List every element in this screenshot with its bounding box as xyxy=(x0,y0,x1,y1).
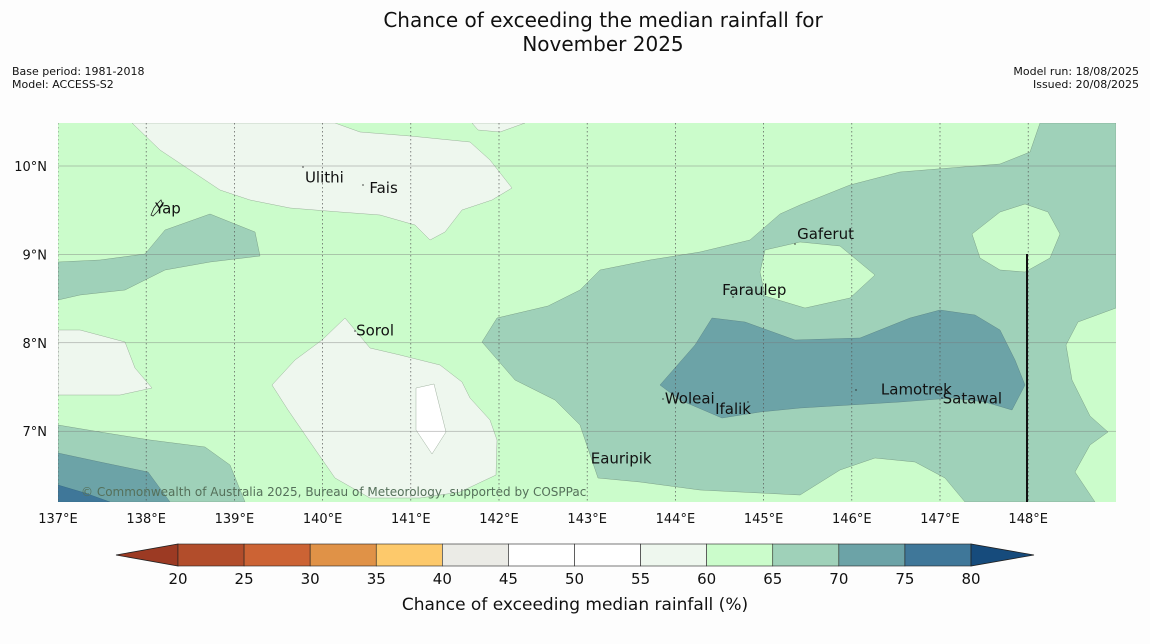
colorbar-tick-label: 30 xyxy=(301,570,320,588)
islands xyxy=(150,166,943,457)
contour-70-75-central xyxy=(659,309,1026,419)
longitude-label: 140°E xyxy=(303,512,343,527)
colorbar-segment xyxy=(706,543,774,567)
meta-right: Model run: 18/08/2025 Issued: 20/08/2025 xyxy=(1013,65,1139,91)
map-title: Chance of exceeding the median rainfall … xyxy=(0,8,1150,56)
title-line-2: November 2025 xyxy=(522,32,684,56)
model-text: Model: ACCESS-S2 xyxy=(12,78,114,91)
place-label: Gaferut xyxy=(797,225,854,243)
colorbar-low-extension xyxy=(115,543,179,567)
longitude-label: 145°E xyxy=(744,512,784,527)
contour-55-60-north xyxy=(131,123,513,241)
longitude-label: 144°E xyxy=(656,512,696,527)
latitude-label: 9°N xyxy=(23,248,48,263)
meta-left: Base period: 1981-2018 Model: ACCESS-S2 xyxy=(12,65,144,91)
graticule xyxy=(58,123,1116,502)
place-label: Ifalik xyxy=(715,400,751,418)
latitude-labels: 10°N 9°N 8°N 7°N xyxy=(14,160,47,440)
longitude-labels: 137°E 138°E 139°E 140°E 141°E 142°E 143°E 144°E… xyxy=(38,512,1048,527)
colorbar-tick-label: 50 xyxy=(565,570,584,588)
colorbar-segment xyxy=(640,543,707,567)
model-run-text: Model run: 18/08/2025 xyxy=(1013,65,1139,78)
contour-75-80-southwest xyxy=(58,484,111,502)
colorbar-segment xyxy=(574,543,641,567)
place-label: Yap xyxy=(154,199,181,217)
colorbar-segment xyxy=(772,543,840,567)
colorbar-segment xyxy=(838,543,906,567)
contour-70-75-southwest xyxy=(58,452,171,502)
place-label: Fais xyxy=(369,179,398,197)
contour-55-60-west xyxy=(58,329,153,396)
contour-60-65-gaferut xyxy=(759,241,876,309)
colorbar-tick-label: 45 xyxy=(499,570,518,588)
latitude-label: 7°N xyxy=(23,425,48,440)
place-label: Satawal xyxy=(943,389,1002,407)
longitude-label: 143°E xyxy=(567,512,607,527)
colorbar xyxy=(115,543,1035,567)
issued-text: Issued: 20/08/2025 xyxy=(1032,78,1139,91)
longitude-label: 146°E xyxy=(832,512,872,527)
longitude-label: 138°E xyxy=(126,512,166,527)
base-period-text: Base period: 1981-2018 xyxy=(12,65,145,78)
contour-65-70-west-band xyxy=(58,213,261,301)
colorbar-tick-label: 70 xyxy=(829,570,848,588)
copyright-text: © Commonwealth of Australia 2025, Bureau… xyxy=(81,485,586,499)
longitude-label: 137°E xyxy=(38,512,78,527)
colorbar-segment xyxy=(442,543,509,567)
colorbar-tick-label: 35 xyxy=(367,570,386,588)
colorbar-tick-label: 40 xyxy=(433,570,452,588)
colorbar-tick-label: 55 xyxy=(631,570,650,588)
colorbar-segment xyxy=(904,543,972,567)
contour-55-60-sorol xyxy=(271,317,498,499)
colorbar-high-extension xyxy=(970,543,1035,567)
colorbar-ticks: 20 25 30 35 40 45 50 55 60 65 70 75 80 xyxy=(168,570,980,588)
yap-island-outline xyxy=(150,199,164,217)
colorbar-segment xyxy=(243,543,311,567)
colorbar-tick-label: 60 xyxy=(697,570,716,588)
latitude-label: 10°N xyxy=(14,160,47,175)
longitude-label: 142°E xyxy=(479,512,519,527)
colorbar-label: Chance of exceeding median rainfall (%) xyxy=(402,595,748,615)
latitude-label: 8°N xyxy=(23,337,48,352)
colorbar-tick-label: 25 xyxy=(235,570,254,588)
place-label: Eauripik xyxy=(591,450,652,468)
colorbar-segment xyxy=(309,543,377,567)
place-label: Lamotrek xyxy=(881,381,952,399)
longitude-label: 139°E xyxy=(215,512,255,527)
colorbar-tick-label: 80 xyxy=(961,570,980,588)
longitude-label: 147°E xyxy=(920,512,960,527)
longitude-label: 141°E xyxy=(391,512,431,527)
colorbar-segment xyxy=(508,543,575,567)
colorbar-tick-label: 20 xyxy=(168,570,187,588)
title-line-1: Chance of exceeding the median rainfall … xyxy=(383,8,823,32)
longitude-label: 148°E xyxy=(1008,512,1048,527)
place-label: Faraulep xyxy=(722,281,786,299)
colorbar-tick-label: 65 xyxy=(763,570,782,588)
place-label: Ulithi xyxy=(305,168,344,186)
colorbar-tick-label: 75 xyxy=(895,570,914,588)
place-labels: Ulithi Fais Yap Gaferut Faraulep Sorol Lamotre… xyxy=(154,168,1002,467)
contour-60-65-northeast xyxy=(971,203,1061,273)
place-label: Sorol xyxy=(356,321,394,339)
contour-55-60-top-patch xyxy=(471,123,526,133)
colorbar-segment xyxy=(375,543,443,567)
contour-45-55-sorol xyxy=(415,383,447,455)
colorbar-segment xyxy=(177,543,245,567)
place-label: Woleai xyxy=(665,389,715,407)
contour-65-70-east xyxy=(481,123,1116,502)
